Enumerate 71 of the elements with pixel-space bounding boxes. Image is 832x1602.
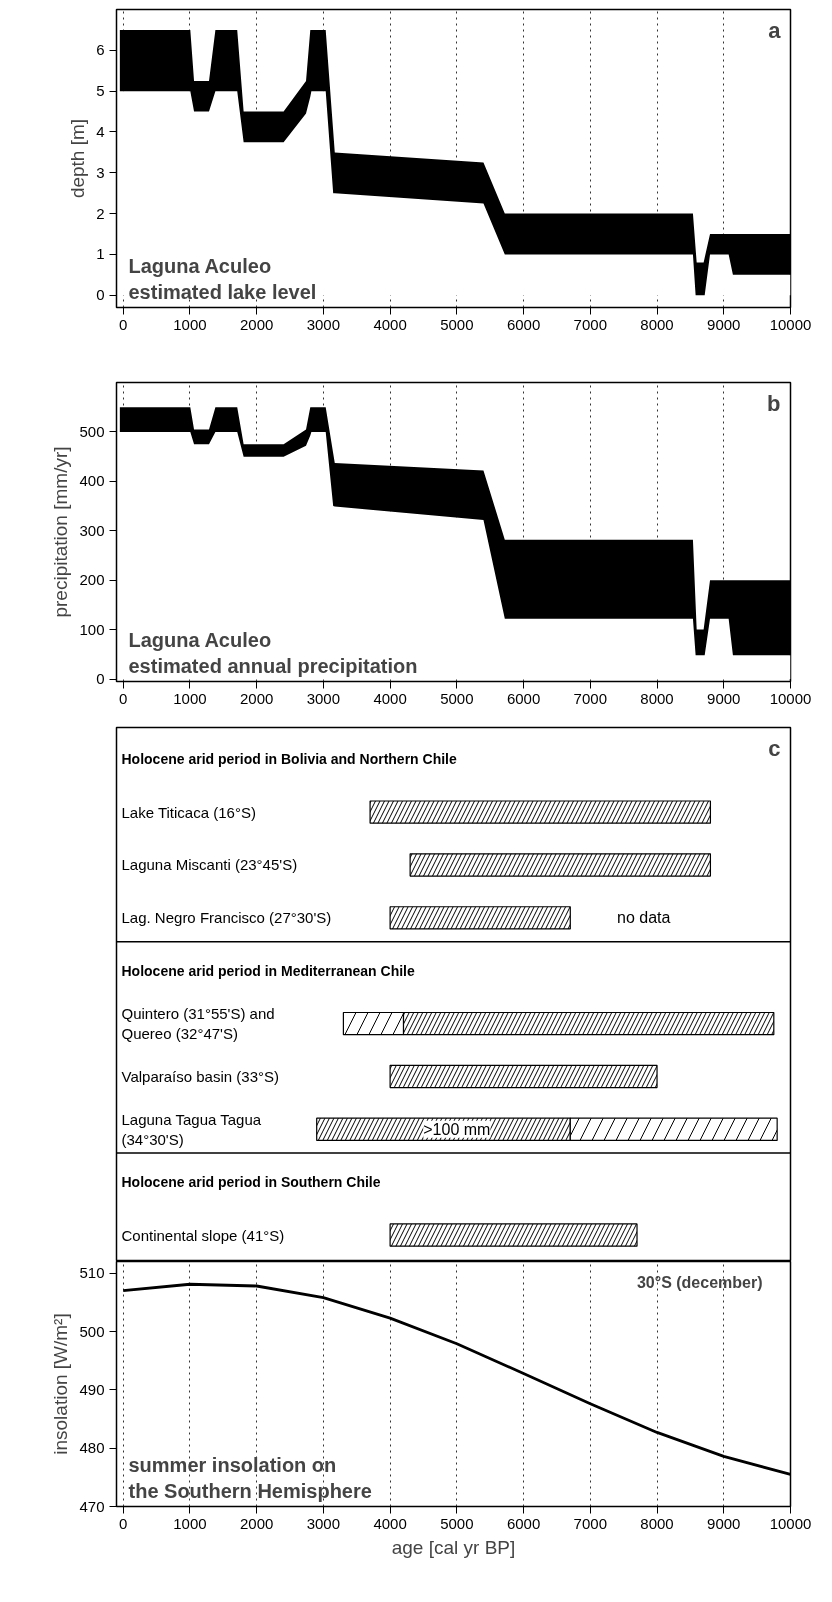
- x-tick-label: 6000: [506, 689, 541, 707]
- x-tick-label: 9000: [707, 1514, 741, 1532]
- y-axis-title: precipitation [mm/yr]: [50, 446, 72, 618]
- x-tick-label: 10000: [769, 1514, 812, 1532]
- x-tick-label: 6000: [506, 315, 541, 333]
- y-tick-label: 100: [79, 620, 105, 638]
- x-tick-label: 2000: [239, 1514, 274, 1532]
- y-tick-label: Valparaíso basin (33°S): [121, 1067, 279, 1085]
- x-tick-label: 4000: [373, 315, 407, 333]
- x-tick-label: 8000: [640, 1514, 674, 1532]
- annotation: b: [767, 390, 781, 416]
- y-tick-label: 490: [79, 1380, 105, 1398]
- x-tick-label: 3000: [306, 315, 341, 333]
- x-tick-label: 1000: [173, 689, 207, 707]
- y-tick-label: Continental slope (41°S): [121, 1226, 285, 1244]
- x-tick-label: 8000: [640, 315, 674, 333]
- y-tick-label: Holocene arid period in Bolivia and Northern Chile: [121, 751, 457, 768]
- x-tick-label: 1000: [173, 315, 207, 333]
- text: Laguna Aculeo estimated lake level: [128, 255, 317, 304]
- x-tick-label: 7000: [573, 315, 607, 333]
- x-tick-label: 4000: [373, 1514, 407, 1532]
- y-axis-title: insolation [W/m²]: [50, 1313, 72, 1455]
- y-tick-label: 5: [96, 82, 105, 100]
- x-tick-label: 10000: [769, 315, 812, 333]
- x-tick-label: 8000: [640, 689, 674, 707]
- y-tick-label: 6: [96, 41, 105, 59]
- x-tick-label: 3000: [306, 689, 341, 707]
- x-tick-label: 9000: [707, 315, 741, 333]
- x-tick-label: 5000: [440, 315, 474, 333]
- annotation: c: [768, 735, 781, 761]
- y-tick-label: 510: [79, 1264, 105, 1282]
- y-tick-label: 400: [79, 472, 105, 490]
- annotation: >100 mm: [423, 1120, 491, 1138]
- y-tick-label: 4: [96, 122, 105, 140]
- y-tick-label: Lake Titicaca (16°S): [121, 803, 256, 821]
- y-tick-label: Holocene arid period in Mediterranean Chile: [121, 962, 415, 979]
- y-tick-label: Holocene arid period in Southern Chile: [121, 1174, 381, 1191]
- x-tick-label: 5000: [440, 689, 474, 707]
- x-tick-label: 6000: [506, 1514, 541, 1532]
- y-tick-label: 2: [96, 204, 105, 222]
- y-axis-title: depth [m]: [67, 118, 89, 199]
- y-tick-label: 200: [79, 571, 105, 589]
- y-tick-label: 3: [96, 163, 105, 181]
- x-tick-label: 7000: [573, 689, 607, 707]
- y-tick-label: 480: [79, 1439, 105, 1457]
- x-tick-label: 3000: [306, 1514, 341, 1532]
- y-tick-label: Laguna Miscanti (23°45'S): [121, 856, 298, 874]
- text: summer insolation on the Southern Hemisphere: [128, 1454, 372, 1503]
- y-tick-label: 1: [96, 245, 105, 263]
- y-tick-label: 500: [79, 1322, 105, 1340]
- x-tick-label: 4000: [373, 689, 407, 707]
- x-tick-label: 2000: [239, 689, 274, 707]
- x-tick-label: 1000: [173, 1514, 207, 1532]
- annotation: no data: [617, 909, 671, 927]
- text: Laguna Aculeo estimated annual precipitation: [128, 629, 418, 678]
- y-tick-label: Quintero (31°55'S) and Quereo (32°47'S): [121, 1005, 275, 1042]
- x-tick-label: 7000: [573, 1514, 607, 1532]
- text: 30°S (december): [636, 1273, 763, 1291]
- x-tick-label: 2000: [239, 315, 274, 333]
- y-tick-label: 300: [79, 521, 105, 539]
- y-tick-label: 470: [79, 1497, 105, 1515]
- y-tick-label: 500: [79, 422, 105, 440]
- y-tick-label: 0: [96, 286, 105, 304]
- y-tick-label: Lag. Negro Francisco (27°30'S): [121, 909, 332, 927]
- x-tick-label: 5000: [440, 1514, 474, 1532]
- x-tick-label: 10000: [769, 689, 812, 707]
- x-axis-title: age [cal yr BP]: [391, 1536, 516, 1558]
- y-tick-label: Laguna Tagua Tagua (34°30'S): [121, 1111, 262, 1148]
- x-tick-label: 9000: [707, 689, 741, 707]
- y-tick-label: 0: [96, 670, 105, 688]
- annotation: a: [768, 17, 782, 43]
